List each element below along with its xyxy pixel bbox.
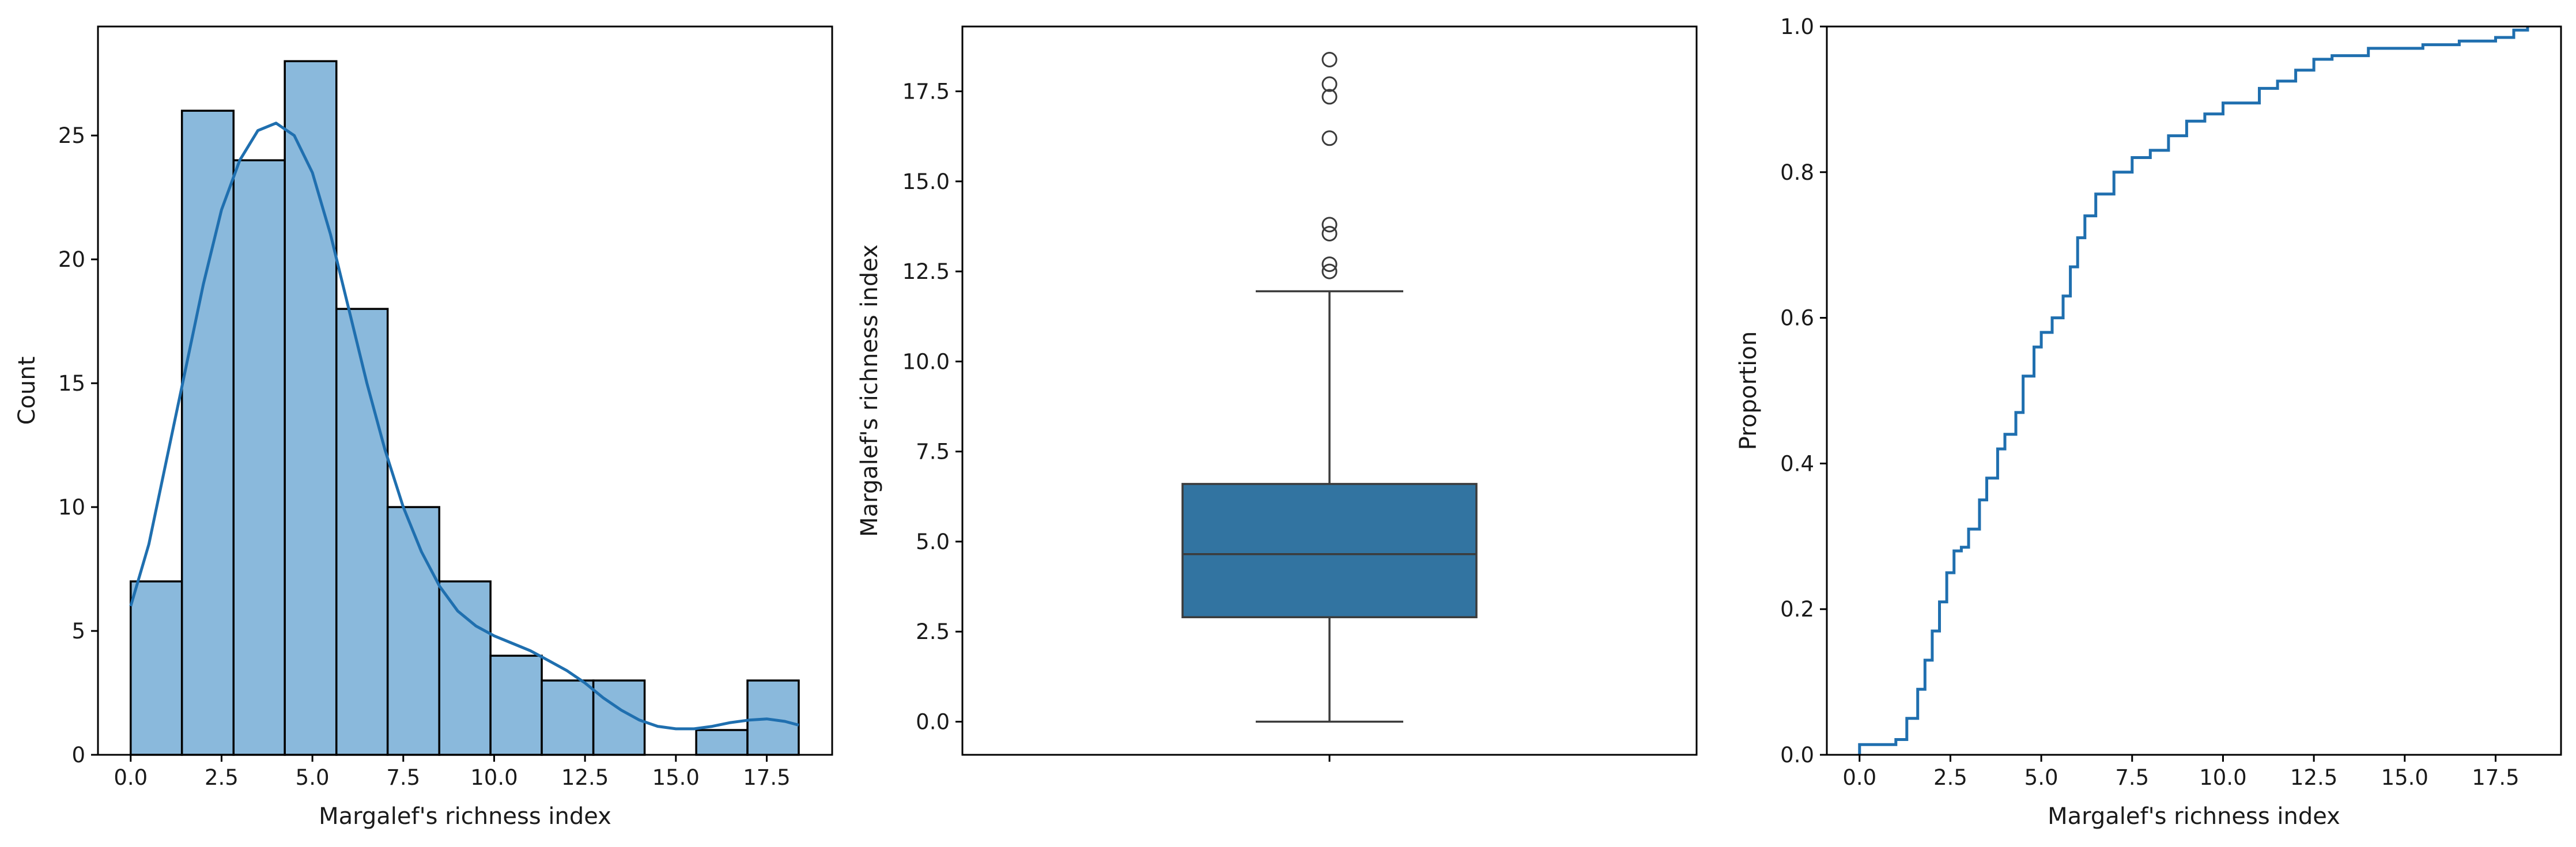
histogram-xtick-label: 5.0 (296, 765, 330, 790)
histogram-ytick-label: 25 (58, 123, 85, 148)
outlier-point (1321, 217, 1338, 233)
histogram-bar (232, 159, 286, 756)
ecdf-ytick-label: 0.0 (1780, 743, 1814, 767)
boxplot-ytick-label: 17.5 (902, 80, 950, 104)
ecdf-ytick-label: 0.6 (1780, 306, 1814, 331)
boxplot-ytick-label: 12.5 (902, 259, 950, 284)
histogram-xtick-label: 2.5 (205, 765, 239, 790)
outlier-point (1321, 256, 1338, 273)
boxplot-panel: 0.0 2.5 5.0 7.5 10.0 12.5 15.0 17.5 Margalef's … (856, 25, 1698, 762)
histogram-bar (438, 580, 492, 756)
histogram-ytick-label: 0 (71, 743, 85, 767)
iqr-box (1181, 483, 1478, 618)
histogram-bar (284, 60, 338, 756)
ecdf-xtick-label: 10.0 (2199, 765, 2246, 790)
boxplot-ytick-label: 2.5 (916, 619, 950, 644)
histogram-bar (695, 729, 749, 756)
boxplot-ylabel: Margalef's richness index (856, 244, 883, 537)
histogram-ytick-label: 5 (71, 619, 85, 644)
histogram-xlabel: Margalef's richness index (319, 803, 611, 830)
histogram-ytick-label: 15 (58, 371, 85, 396)
outlier-point (1321, 76, 1338, 92)
histogram-bar (541, 679, 595, 756)
histogram-bar (746, 679, 800, 756)
histogram-bar (386, 506, 440, 756)
boxplot-marks (1181, 52, 1478, 723)
ecdf-panel: 0.0 2.5 5.0 7.5 10.0 12.5 15.0 17.5 0.0 0.2 0.4 0.6… (1735, 14, 2562, 830)
outlier-point (1321, 52, 1338, 68)
boxplot-ytick-label: 5.0 (916, 530, 950, 554)
outlier-point (1321, 130, 1338, 146)
histogram-xtick-label: 17.5 (743, 765, 790, 790)
histogram-ytick-label: 20 (58, 247, 85, 272)
ecdf-ytick-label: 0.8 (1780, 160, 1814, 185)
histogram-ytick-label: 10 (58, 495, 85, 520)
histogram-xtick-label: 15.0 (652, 765, 700, 790)
ecdf-xtick-label: 5.0 (2024, 765, 2058, 790)
ecdf-xtick-label: 7.5 (2115, 765, 2149, 790)
histogram-ylabel: Count (14, 357, 40, 425)
histogram-panel: 0.0 2.5 5.0 7.5 10.0 12.5 15.0 17.5 0 5 10 15 20 25 M… (14, 25, 833, 830)
histogram-frame (97, 25, 833, 756)
ecdf-xtick-label: 0.0 (1842, 765, 1876, 790)
ecdf-xtick-label: 17.5 (2472, 765, 2519, 790)
ecdf-xtick-label: 12.5 (2290, 765, 2337, 790)
histogram-ticks: 0.0 2.5 5.0 7.5 10.0 12.5 15.0 17.5 0 5 10 15 20 25 (58, 123, 791, 790)
ecdf-ylabel: Proportion (1735, 331, 1762, 450)
boxplot-ticks: 0.0 2.5 5.0 7.5 10.0 12.5 15.0 17.5 (902, 80, 1331, 762)
boxplot-ytick-label: 15.0 (902, 169, 950, 194)
histogram-xtick-label: 12.5 (561, 765, 609, 790)
boxplot-ytick-label: 10.0 (902, 349, 950, 374)
boxplot-ytick-label: 0.0 (916, 709, 950, 734)
outlier-point (1321, 225, 1338, 241)
outlier-point (1321, 263, 1338, 279)
histogram-xtick-label: 7.5 (386, 765, 420, 790)
kde-curve (129, 122, 799, 731)
ecdf-xlabel: Margalef's richness index (2048, 803, 2340, 830)
histogram-bar (335, 308, 389, 756)
histogram-xtick-label: 0.0 (114, 765, 148, 790)
ecdf-ticks: 0.0 2.5 5.0 7.5 10.0 12.5 15.0 17.5 0.0 0.2 0.4 0.6… (1780, 14, 2520, 790)
ecdf-ytick-label: 0.2 (1780, 597, 1814, 622)
ecdf-frame (1826, 25, 2562, 756)
histogram-marks (129, 60, 800, 756)
histogram-bar (180, 109, 235, 756)
ecdf-marks (1858, 27, 2529, 755)
histogram-xtick-label: 10.0 (470, 765, 518, 790)
histogram-bar (130, 580, 183, 756)
histogram-bar (489, 655, 543, 756)
ecdf-ytick-label: 0.4 (1780, 451, 1814, 476)
boxplot-ytick-label: 7.5 (916, 440, 950, 464)
ecdf-xtick-label: 2.5 (1933, 765, 1967, 790)
ecdf-xtick-label: 15.0 (2381, 765, 2428, 790)
ecdf-ytick-label: 1.0 (1780, 14, 1814, 39)
ecdf-line (1858, 27, 2529, 755)
outlier-point (1321, 89, 1338, 105)
